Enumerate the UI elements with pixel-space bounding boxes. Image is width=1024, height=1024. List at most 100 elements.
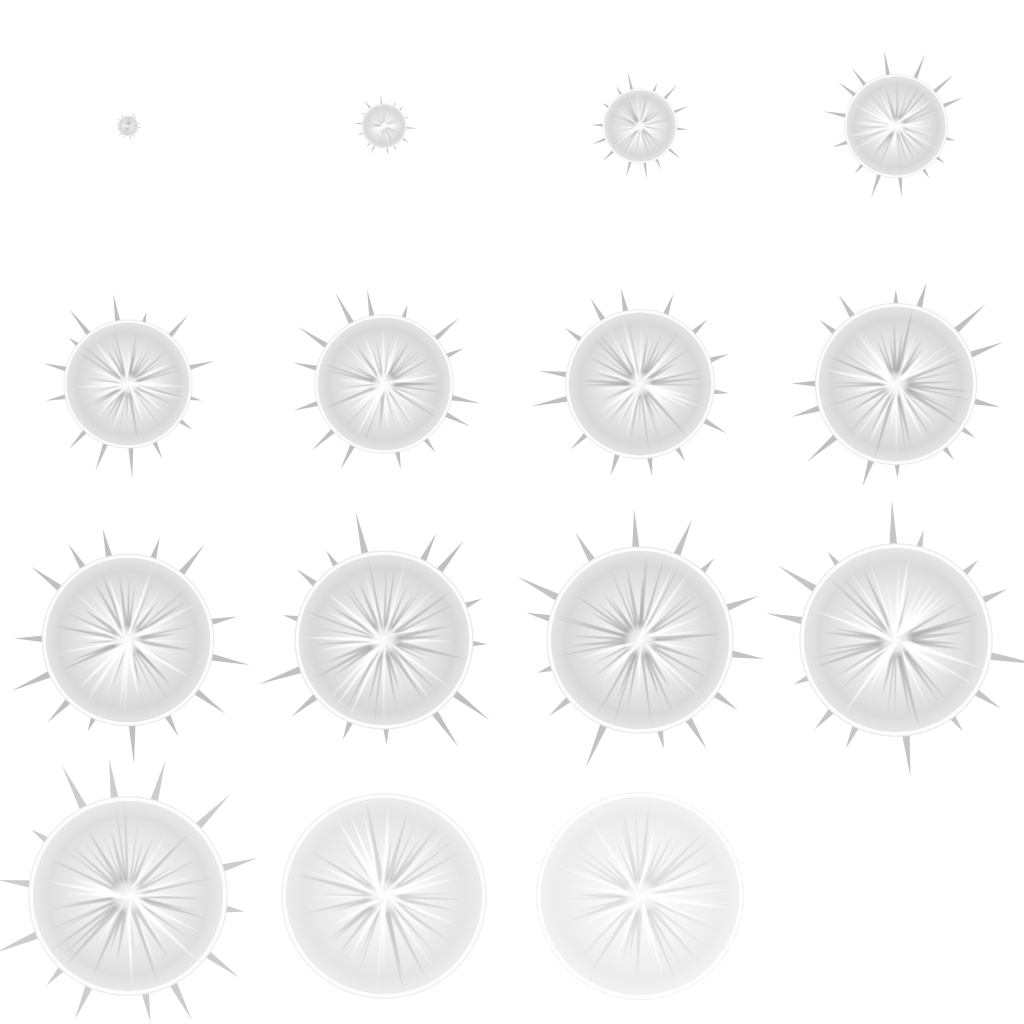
ray	[62, 894, 130, 956]
burst-ring	[844, 74, 948, 178]
ray	[327, 370, 385, 386]
ray	[88, 638, 130, 697]
ray	[381, 825, 438, 899]
ray	[383, 125, 385, 146]
spike	[45, 392, 71, 401]
ray	[606, 112, 641, 127]
spike	[127, 443, 134, 479]
ray	[323, 382, 385, 409]
ray	[126, 602, 199, 642]
ray	[54, 638, 129, 654]
spike	[447, 686, 490, 720]
burst-spikes	[43, 294, 215, 479]
burst-ring	[361, 103, 407, 149]
ray	[383, 877, 460, 899]
burst-core	[633, 119, 647, 133]
ray	[638, 383, 650, 454]
ray	[50, 893, 130, 952]
ray	[381, 567, 395, 641]
ray	[295, 874, 385, 900]
ray	[299, 637, 385, 643]
spike	[298, 326, 333, 352]
ray	[59, 846, 129, 898]
ray	[636, 802, 650, 897]
burst-core	[878, 622, 914, 658]
spike	[380, 95, 383, 106]
spike	[642, 159, 647, 179]
spike	[0, 927, 46, 952]
spike	[631, 509, 641, 555]
ray	[845, 638, 899, 713]
ray	[383, 382, 443, 413]
ray	[894, 601, 961, 642]
ray	[638, 92, 648, 127]
ray	[570, 838, 641, 898]
spike	[671, 106, 689, 115]
spike	[184, 360, 215, 372]
ray	[383, 107, 388, 127]
burst-ring	[815, 303, 977, 465]
ray	[638, 383, 661, 445]
burst-ring	[117, 115, 139, 137]
burst-ring	[566, 310, 714, 458]
burst-frame-7	[531, 288, 729, 477]
spike	[440, 409, 470, 427]
ray	[126, 893, 203, 934]
burst-frame-15	[536, 792, 744, 1000]
burst-frame-4	[823, 50, 964, 199]
ray	[124, 639, 130, 719]
ray	[639, 892, 736, 910]
spike	[293, 362, 323, 373]
ray	[572, 635, 641, 643]
spike	[355, 511, 371, 561]
ray	[895, 124, 936, 148]
ray	[383, 125, 401, 133]
spike	[862, 453, 877, 487]
burst-ring	[603, 89, 677, 163]
ray	[576, 894, 642, 962]
ray	[64, 893, 131, 967]
ray	[847, 124, 897, 137]
spike	[429, 317, 460, 344]
spike	[724, 648, 765, 659]
ray	[125, 895, 133, 987]
ray	[382, 590, 453, 642]
ray	[840, 574, 898, 642]
ray	[126, 331, 137, 385]
spike	[367, 289, 376, 322]
ray	[591, 894, 643, 971]
ray	[869, 561, 898, 641]
burst-frame-13	[0, 758, 257, 1022]
spike	[188, 684, 226, 714]
ray	[126, 822, 139, 897]
spike	[109, 758, 120, 806]
spike	[591, 123, 606, 127]
spike	[174, 544, 205, 581]
ray	[629, 383, 642, 444]
burst-frame-9	[11, 528, 250, 764]
ray	[610, 568, 642, 641]
ray	[70, 588, 129, 641]
ray	[869, 382, 899, 445]
spike	[871, 170, 883, 199]
burst-core	[621, 877, 659, 915]
spike	[311, 425, 339, 451]
ray	[555, 618, 641, 642]
ray	[894, 639, 898, 717]
ray	[119, 383, 129, 432]
ray	[127, 585, 191, 641]
ray	[639, 381, 702, 407]
ray	[820, 637, 897, 651]
ray	[383, 125, 392, 143]
ray	[127, 892, 207, 919]
ray	[125, 567, 152, 641]
spike	[838, 82, 860, 99]
ray	[327, 638, 386, 701]
spike	[939, 97, 964, 110]
spike	[823, 111, 850, 119]
ray	[382, 324, 386, 385]
spike	[137, 126, 142, 128]
ray	[894, 636, 984, 669]
spike	[427, 705, 459, 748]
ray	[380, 812, 408, 897]
